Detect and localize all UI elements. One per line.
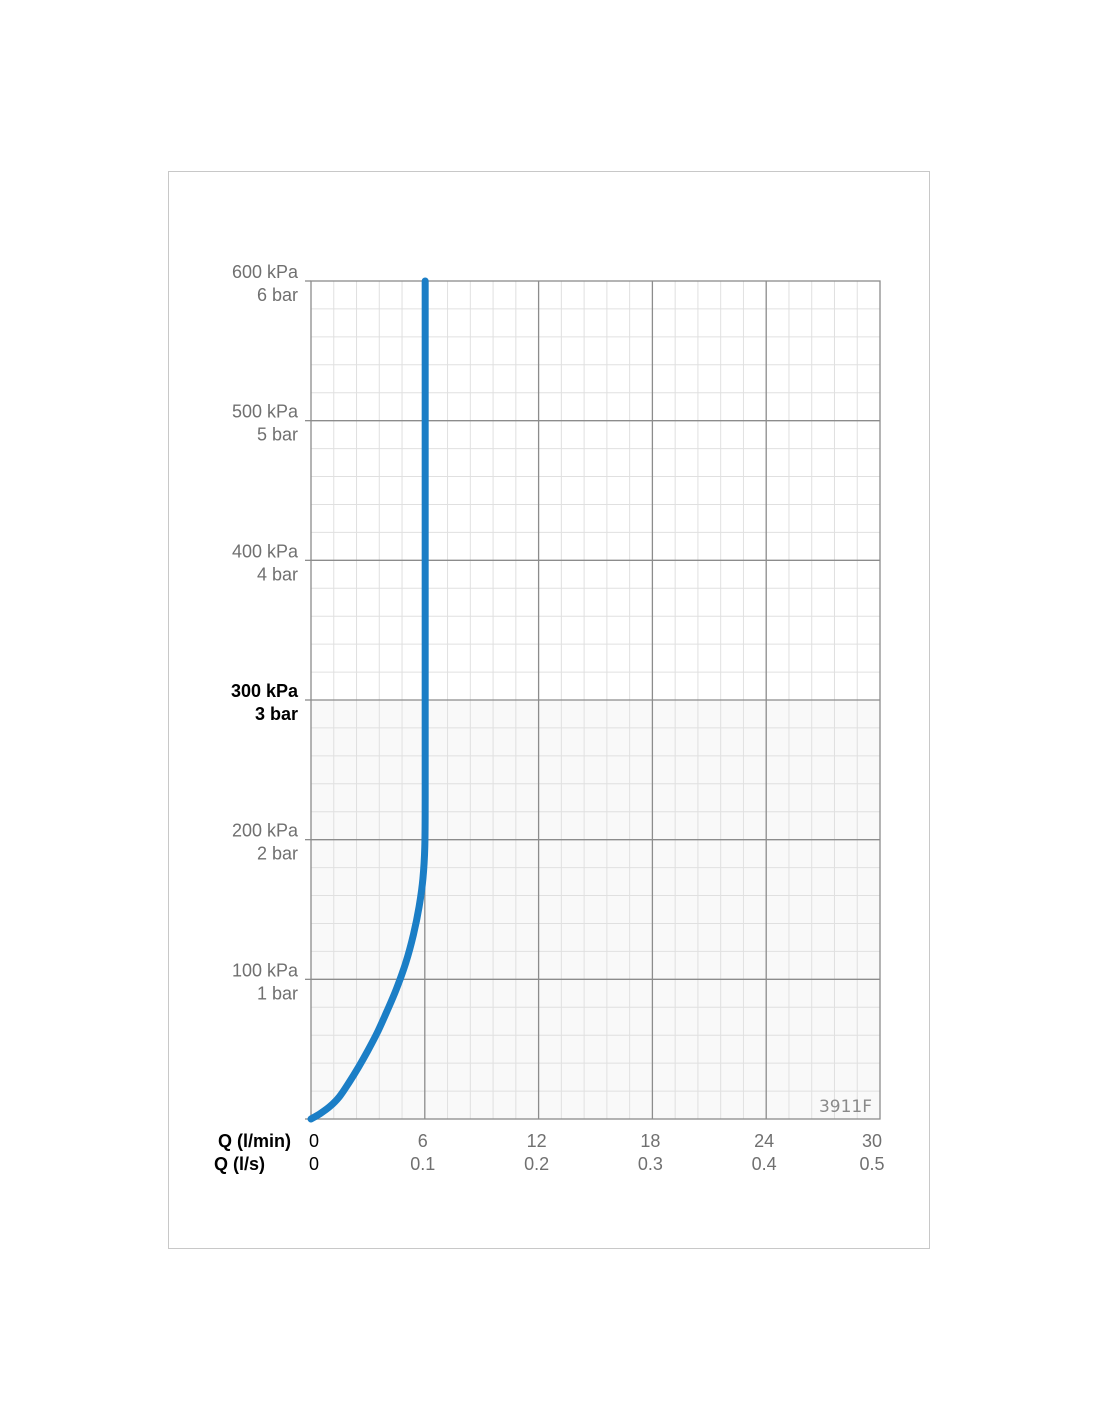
plot-border [310,280,881,1120]
x-tick-label-ls: 0 [309,1154,319,1174]
y-tick-label-kpa: 300 kPa [231,681,299,701]
chart-frame [168,171,930,1249]
y-tick-label-bar: 1 bar [257,983,298,1003]
x-tick-label-ls: 0.1 [410,1154,435,1174]
y-tick-label-bar: 3 bar [255,704,298,724]
y-tick-label-bar: 2 bar [257,844,298,864]
x-tick-label-lmin: 0 [309,1131,319,1151]
x-tick-label-lmin: 30 [862,1131,882,1151]
y-tick-label-kpa: 100 kPa [232,960,299,980]
y-tick-label-kpa: 500 kPa [232,402,299,422]
x-tick-label-lmin: 24 [754,1131,774,1151]
y-tick-label-bar: 5 bar [257,425,298,445]
y-axis-labels: 100 kPa 1 bar 200 kPa 2 bar 300 kPa 3 bar 400 … [231,262,299,1003]
x-tick-label-lmin: 12 [527,1131,547,1151]
plot-background-lower [311,700,880,1119]
x-tick-label-ls: 0.4 [752,1154,777,1174]
x-tick-label-ls: 0.5 [859,1154,884,1174]
y-tick-label-bar: 6 bar [257,285,298,305]
y-tick-label-kpa: 400 kPa [232,541,299,561]
y-tick-label-bar: 4 bar [257,564,298,584]
x-axis-title-ls: Q (l/s) [214,1154,265,1174]
y-tick-label-kpa: 200 kPa [232,821,299,841]
x-tick-label-lmin: 18 [640,1131,660,1151]
x-tick-label-ls: 0.2 [524,1154,549,1174]
flow-curve [307,277,429,1123]
y-tick-label-kpa: 600 kPa [232,262,299,282]
x-tick-label-ls: 0.3 [638,1154,663,1174]
plot-background-upper [311,281,880,700]
x-tick-label-lmin: 6 [418,1131,428,1151]
x-axis-title-lmin: Q (l/min) [218,1131,291,1151]
x-axis-labels: 0 0 6 0.1 12 0.2 18 0.3 24 0.4 30 0.5 [309,1131,885,1174]
product-code-label: 3911F [819,1097,872,1117]
